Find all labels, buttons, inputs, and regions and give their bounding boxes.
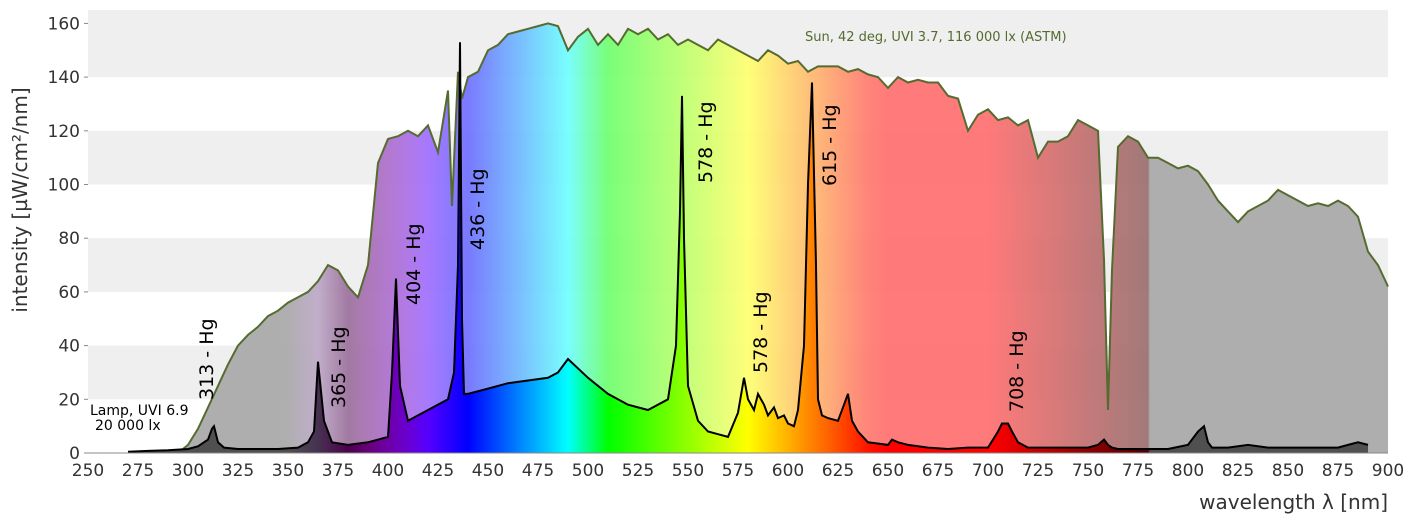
peak-annotation: 615 - Hg	[819, 104, 841, 186]
x-tick-label: 625	[822, 461, 854, 481]
y-tick-label: 60	[58, 283, 80, 303]
x-tick-label: 300	[172, 461, 204, 481]
x-tick-label: 900	[1372, 461, 1404, 481]
lamp-legend-line2: 20 000 lx	[95, 418, 161, 434]
x-tick-label: 475	[522, 461, 554, 481]
x-tick-label: 375	[322, 461, 354, 481]
x-tick-label: 800	[1172, 461, 1204, 481]
x-tick-label: 750	[1072, 461, 1104, 481]
x-tick-label: 525	[622, 461, 654, 481]
annotations: 313 - Hg 365 - Hg 404 - Hg 436 - Hg 578 - Hg…	[196, 101, 1028, 412]
x-tick-label: 350	[272, 461, 304, 481]
grid-band	[88, 10, 1388, 24]
x-tick-label: 325	[222, 461, 254, 481]
x-tick-label: 575	[722, 461, 754, 481]
x-tick-label: 775	[1122, 461, 1154, 481]
y-tick-label: 0	[69, 444, 80, 464]
sun-spectrum-line	[177, 22, 1389, 454]
x-tick-label: 250	[72, 461, 104, 481]
peak-annotation: 578 - Hg	[695, 101, 717, 183]
y-tick-label: 160	[48, 14, 80, 34]
x-tick-label: 850	[1272, 461, 1304, 481]
peak-annotation: 313 - Hg	[196, 318, 218, 400]
x-axis-label: wavelength λ [nm]	[1199, 490, 1388, 514]
x-tick-label: 825	[1222, 461, 1254, 481]
x-tick-label: 600	[772, 461, 804, 481]
x-tick-label: 550	[672, 461, 704, 481]
x-tick-label: 700	[972, 461, 1004, 481]
x-tick-label: 275	[122, 461, 154, 481]
peak-annotation: 365 - Hg	[328, 326, 350, 408]
y-tick-label: 40	[58, 337, 80, 357]
y-tick-label: 20	[58, 390, 80, 410]
y-tick-label: 80	[58, 229, 80, 249]
x-tick-label: 450	[472, 461, 504, 481]
lamp-legend-line1: Lamp, UVI 6.9	[90, 403, 188, 419]
y-tick-label: 120	[48, 122, 80, 142]
sun-legend-label: Sun, 42 deg, UVI 3.7, 116 000 lx (ASTM)	[805, 30, 1067, 45]
y-tick-label: 140	[48, 68, 80, 88]
y-tick-label: 100	[48, 176, 80, 196]
x-tick-label: 725	[1022, 461, 1054, 481]
x-tick-label: 675	[922, 461, 954, 481]
x-tick-label: 400	[372, 461, 404, 481]
axes: 0 20 40 60 80 100 120 140 160 250 275 300 325 350 375 4…	[48, 14, 1405, 481]
x-tick-label: 650	[872, 461, 904, 481]
lamp-spectrum-line	[127, 42, 1369, 453]
peak-annotation: 708 - Hg	[1006, 330, 1028, 412]
lamp-spectrum-area	[127, 42, 1369, 453]
peak-annotation: 404 - Hg	[403, 223, 425, 305]
x-tick-label: 425	[422, 461, 454, 481]
sun-spectrum-area	[177, 22, 1389, 454]
sun-spectrum-fill	[178, 23, 1388, 454]
peak-annotation: 436 - Hg	[467, 168, 489, 250]
peak-annotation: 578 - Hg	[750, 291, 772, 373]
x-tick-label: 500	[572, 461, 604, 481]
x-tick-label: 875	[1322, 461, 1354, 481]
y-axis-label: intensity [µW/cm²/nm]	[8, 87, 32, 312]
